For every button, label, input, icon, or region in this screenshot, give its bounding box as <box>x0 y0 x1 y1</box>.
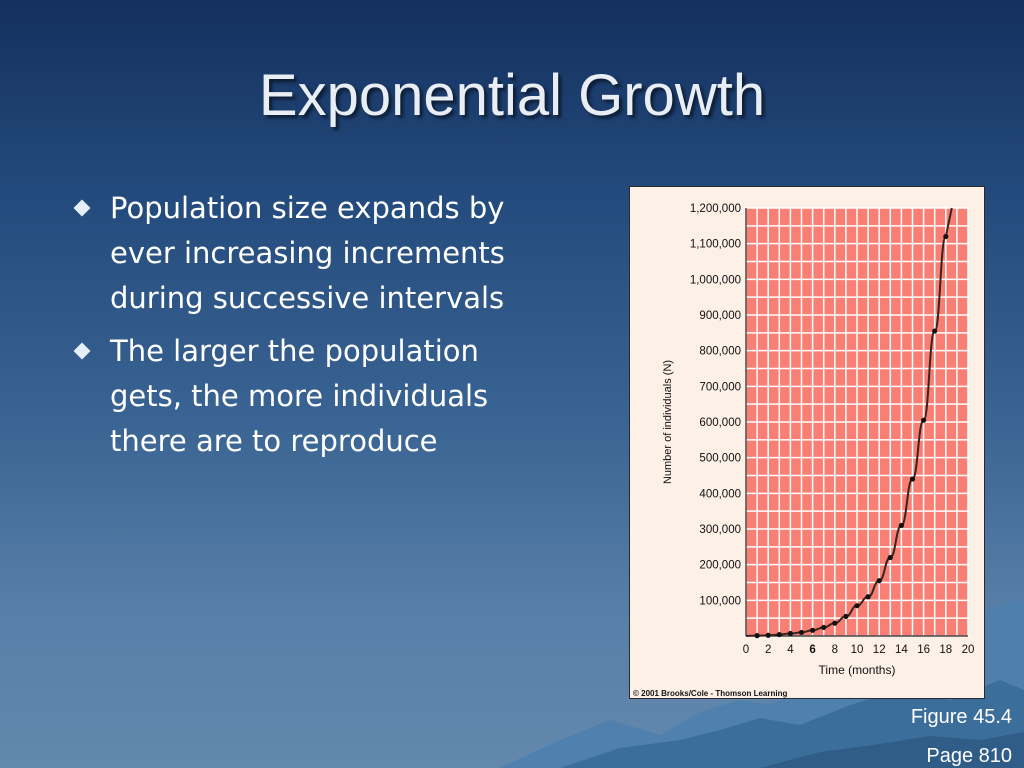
diamond-bullet-icon <box>73 199 91 217</box>
diamond-bullet-icon <box>73 342 91 360</box>
y-tick-label: 800,000 <box>699 346 741 358</box>
data-point <box>876 578 882 584</box>
x-tick-label: 16 <box>917 644 930 656</box>
data-point <box>921 417 927 423</box>
bullet-text: The larger the population gets, the more… <box>110 334 489 458</box>
x-axis-label: Time (months) <box>819 663 896 677</box>
x-tick-label: 2 <box>765 644 771 656</box>
copyright-notice: © 2001 Brooks/Cole - Thomson Learning <box>633 689 787 698</box>
y-tick-label: 700,000 <box>699 381 741 393</box>
bullet-item: The larger the population gets, the more… <box>70 329 540 464</box>
data-point <box>843 613 849 619</box>
population-growth-chart: 100,000 200,000 300,000 400,000 500,000 600,0… <box>633 203 975 698</box>
bullet-item: Population size expands by ever increasi… <box>70 186 540 321</box>
x-tick-label: 14 <box>895 644 908 656</box>
y-tick-label: 500,000 <box>699 453 741 465</box>
data-point <box>887 554 893 561</box>
data-point <box>787 630 793 637</box>
x-tick-label: 12 <box>873 644 886 656</box>
x-tick-labels: 0 2 4 6 8 10 12 14 16 18 20 <box>743 644 975 656</box>
data-point <box>898 522 904 529</box>
page-caption: Page 810 <box>926 745 1012 767</box>
data-point <box>810 627 816 633</box>
y-tick-label: 900,000 <box>699 310 741 322</box>
chart-figure: 100,000 200,000 300,000 400,000 500,000 600,0… <box>629 186 985 699</box>
data-point <box>865 594 871 600</box>
data-point <box>821 624 827 631</box>
grid-lines <box>745 207 969 637</box>
data-point <box>765 632 771 638</box>
data-point <box>854 603 860 609</box>
data-point <box>943 233 949 240</box>
y-tick-labels: 100,000 200,000 300,000 400,000 500,000 600,0… <box>690 203 741 607</box>
y-tick-label: 1,000,000 <box>690 274 741 286</box>
y-tick-label: 600,000 <box>699 417 741 429</box>
y-tick-label: 1,200,000 <box>690 203 741 215</box>
y-tick-label: 100,000 <box>699 595 741 607</box>
y-axis-label: Number of individuals (N) <box>662 360 674 484</box>
data-point <box>798 629 805 636</box>
bullet-text: Population size expands by ever increasi… <box>110 191 505 315</box>
data-point <box>909 476 916 482</box>
slide-title: Exponential Growth <box>258 63 766 128</box>
x-tick-label: 10 <box>851 644 864 656</box>
figure-caption: Figure 45.4 <box>910 706 1012 728</box>
data-points <box>754 233 949 639</box>
data-point <box>832 620 838 626</box>
x-tick-label: 8 <box>832 644 838 656</box>
x-tick-label: 18 <box>939 644 952 656</box>
x-tick-label: 4 <box>787 644 794 656</box>
y-tick-label: 400,000 <box>699 488 741 500</box>
x-tick-label: 0 <box>743 644 749 656</box>
x-tick-label: 20 <box>962 644 975 656</box>
x-tick-label: 6 <box>809 644 815 656</box>
data-point <box>754 633 760 639</box>
data-point <box>776 631 782 638</box>
y-tick-label: 200,000 <box>699 560 741 572</box>
y-tick-label: 1,100,000 <box>690 239 741 251</box>
y-tick-label: 300,000 <box>699 524 741 536</box>
data-point <box>932 328 938 334</box>
bullet-list: Population size expands by ever increasi… <box>70 186 540 472</box>
